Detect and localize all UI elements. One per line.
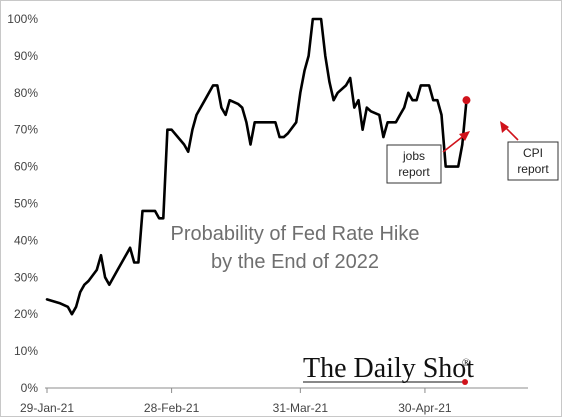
- jobs-report-line2: report: [398, 165, 430, 179]
- x-tick-label: 28-Feb-21: [144, 401, 200, 415]
- brand-name: The Daily Shot: [303, 353, 474, 384]
- series-line: [45, 17, 468, 316]
- y-tick-label: 50%: [14, 197, 38, 211]
- jobs-report-box: [386, 144, 442, 184]
- cpi-report-callout: CPI report: [500, 121, 559, 181]
- chart-title: Probability of Fed Rate Hike: [170, 223, 419, 245]
- x-tick-label: 30-Apr-21: [398, 401, 452, 415]
- y-axis-ticks: 0% 10% 20% 30% 40% 50% 60% 70% 80% 90% 100%: [7, 12, 38, 395]
- y-tick-label: 60%: [14, 160, 38, 174]
- y-tick-label: 70%: [14, 123, 38, 137]
- jobs-report-line1: jobs: [402, 149, 425, 163]
- jobs-report-callout: jobs report: [386, 131, 470, 184]
- cpi-report-arrowhead: [500, 121, 509, 133]
- brand-registered-mark: ®: [462, 357, 470, 369]
- brand-dot: [462, 379, 468, 385]
- x-axis-ticks: 29-Jan-21 28-Feb-21 31-Mar-21 30-Apr-21: [20, 388, 452, 415]
- jobs-report-arrowhead: [459, 131, 470, 141]
- x-tick-label: 29-Jan-21: [20, 401, 74, 415]
- x-tick-label: 31-Mar-21: [273, 401, 329, 415]
- y-tick-label: 80%: [14, 86, 38, 100]
- y-tick-label: 100%: [7, 12, 38, 26]
- cpi-report-line2: report: [517, 162, 549, 176]
- daily-shot-logo: The Daily Shot ®: [303, 353, 474, 385]
- chart-subtitle: by the End of 2022: [211, 251, 379, 273]
- y-tick-label: 40%: [14, 233, 38, 247]
- y-tick-label: 10%: [14, 344, 38, 358]
- y-tick-label: 0%: [21, 381, 39, 395]
- cpi-report-line1: CPI: [523, 146, 543, 160]
- y-tick-label: 30%: [14, 270, 38, 284]
- y-tick-label: 90%: [14, 49, 38, 63]
- latest-point-marker: [462, 96, 471, 105]
- y-tick-label: 20%: [14, 307, 38, 321]
- cpi-report-box: [507, 141, 559, 181]
